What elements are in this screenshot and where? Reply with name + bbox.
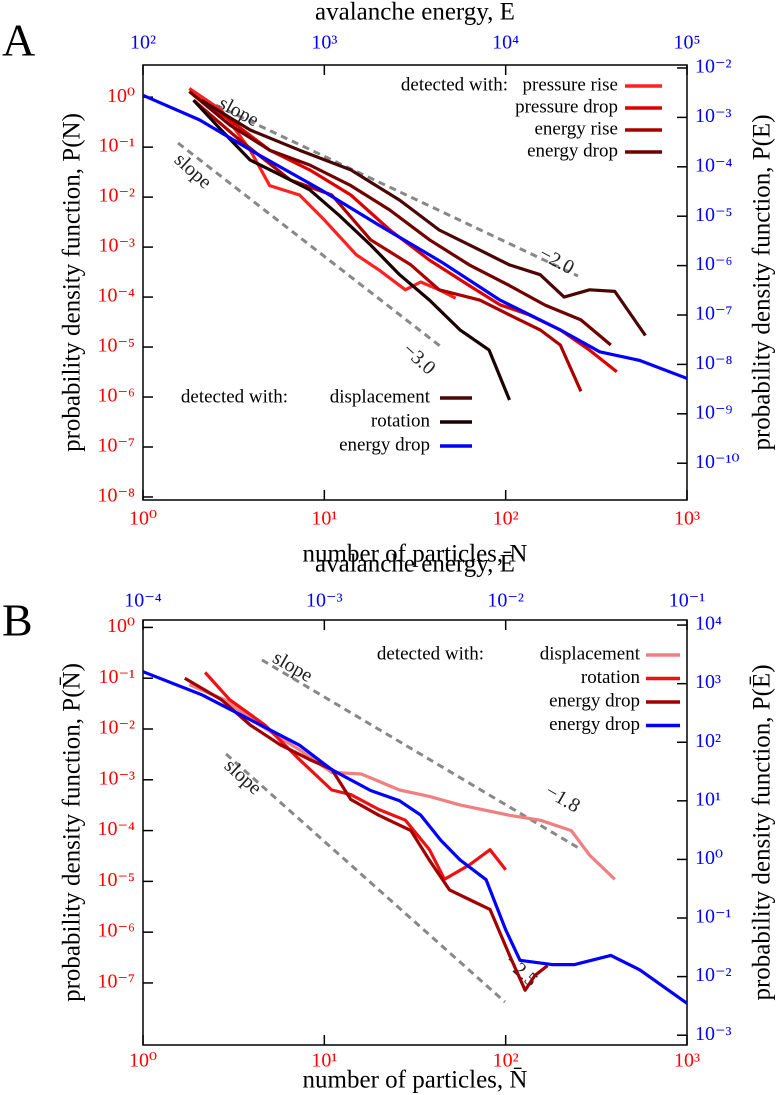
x-tick-label: 10² <box>493 508 519 530</box>
legend-label: energy drop <box>339 434 430 455</box>
y2-tick-label: 10⁻⁸ <box>695 352 733 374</box>
x2-tick-label: 10⁵ <box>674 32 701 54</box>
y2-tick-label: 10¹ <box>695 788 721 810</box>
annotation: −2.0 <box>535 243 577 279</box>
y-axis-label: probability density function, P(N̄) <box>59 663 86 1002</box>
legend-label: energy rise <box>534 118 618 139</box>
series-group <box>143 670 687 1005</box>
x2-axis-label: avalanche energy, Ē <box>315 551 515 578</box>
y2-tick-label: 10⁻¹ <box>695 906 732 928</box>
y-tick-label: 10⁻¹ <box>98 666 135 688</box>
y2-tick-label: 10⁻³ <box>695 1023 732 1045</box>
annotation: slope <box>170 149 216 194</box>
series-line <box>192 98 583 392</box>
y2-tick-label: 10⁻² <box>695 964 732 986</box>
y-tick-label: 10⁻³ <box>98 235 135 257</box>
legend-title: detected with: <box>377 643 484 664</box>
y-tick-label: 10⁻³ <box>98 767 135 789</box>
y-tick-label: 10⁻⁶ <box>97 385 135 407</box>
y2-axis-label: probability density function, P(E) <box>749 114 776 450</box>
y-tick-label: 10⁻⁷ <box>97 971 135 993</box>
legend-label: rotation <box>371 410 431 431</box>
y-tick-label: 10⁻² <box>98 717 135 739</box>
x-tick-label: 10² <box>493 1050 519 1072</box>
annotation: slope <box>220 755 266 800</box>
y2-tick-label: 10² <box>695 730 721 752</box>
x-tick-label: 10³ <box>674 508 700 530</box>
x-axis-label: number of particles, N̄ <box>303 1067 528 1094</box>
y-tick-label: 10⁻² <box>98 185 135 207</box>
x-axis-label: number of particles, N <box>303 541 528 568</box>
y2-tick-label: 10⁻⁵ <box>695 204 733 226</box>
y2-tick-label: 10⁻² <box>695 56 732 78</box>
y2-tick-label: 10⁻⁶ <box>695 253 733 275</box>
y-tick-label: 10⁻⁵ <box>97 335 135 357</box>
y-tick-label: 10⁻⁴ <box>97 285 135 307</box>
y-tick-label: 10⁻⁷ <box>97 435 135 457</box>
y-tick-label: 10⁻⁴ <box>97 818 135 840</box>
panel-label: A <box>2 15 35 66</box>
x-tick-label: 10⁰ <box>129 1050 157 1072</box>
plot-frame <box>142 619 688 1046</box>
x2-tick-label: 10⁻² <box>487 590 524 612</box>
y2-tick-label: 10⁴ <box>695 613 722 635</box>
y-tick-label: 10⁻⁵ <box>97 869 135 891</box>
x2-tick-label: 10⁻³ <box>306 590 343 612</box>
legend-label: energy drop <box>549 690 640 711</box>
legend-label: pressure rise <box>523 74 619 95</box>
slope-guide <box>225 752 506 1004</box>
series-line <box>192 99 511 401</box>
x2-axis-label: avalanche energy, E <box>315 0 515 26</box>
y-tick-label: 10⁻¹ <box>98 135 135 157</box>
series-line <box>188 90 612 347</box>
y2-tick-label: 10⁻⁴ <box>695 154 733 176</box>
y-tick-label: 10⁰ <box>107 85 135 107</box>
series-line <box>143 670 687 1005</box>
x-tick-label: 10⁰ <box>129 508 157 530</box>
x2-tick-label: 10⁴ <box>492 32 519 54</box>
panel-label: B <box>2 595 33 646</box>
y2-tick-label: 10⁻¹⁰ <box>695 451 740 473</box>
legend-title: detected with: <box>181 386 288 407</box>
legend-label: energy drop <box>549 714 640 735</box>
slope-guide <box>177 141 441 348</box>
x2-tick-label: 10⁻⁴ <box>124 590 162 612</box>
legend-label: rotation <box>581 667 641 688</box>
legend-label: displacement <box>330 386 431 407</box>
x2-tick-label: 10³ <box>311 32 337 54</box>
y-tick-label: 10⁻⁸ <box>97 485 135 507</box>
x-tick-label: 10¹ <box>311 508 337 530</box>
series-line <box>200 98 647 337</box>
annotation: slope <box>269 647 317 687</box>
x-tick-label: 10¹ <box>311 1050 337 1072</box>
y-axis-label: probability density function, P(N) <box>59 113 86 452</box>
annotation: −3.0 <box>398 339 440 380</box>
legend-label: energy drop <box>527 140 618 161</box>
y2-tick-label: 10⁻³ <box>695 105 732 127</box>
x-tick-label: 10³ <box>674 1050 700 1072</box>
y2-tick-label: 10⁻⁹ <box>695 401 733 423</box>
series-line <box>183 676 549 992</box>
y2-tick-label: 10⁰ <box>695 847 723 869</box>
y-tick-label: 10⁻⁶ <box>97 920 135 942</box>
x2-tick-label: 10⁻¹ <box>669 590 706 612</box>
slope-guide <box>204 98 579 278</box>
legend-label: pressure drop <box>515 96 618 117</box>
y2-tick-label: 10⁻⁷ <box>695 303 733 325</box>
y-tick-label: 10⁰ <box>107 615 135 637</box>
legend-label: displacement <box>540 643 641 664</box>
series-group <box>143 87 687 401</box>
y2-axis-label: probability density function, P(Ē) <box>749 664 776 1000</box>
y2-tick-label: 10³ <box>695 671 721 693</box>
annotation: −1.8 <box>541 780 583 817</box>
legend-title: detected with: <box>401 74 508 95</box>
series-line <box>143 93 687 380</box>
plot-frame <box>142 64 688 501</box>
x2-tick-label: 10² <box>130 32 156 54</box>
annotation: −2.5 <box>500 951 542 992</box>
slope-guide <box>261 658 583 852</box>
